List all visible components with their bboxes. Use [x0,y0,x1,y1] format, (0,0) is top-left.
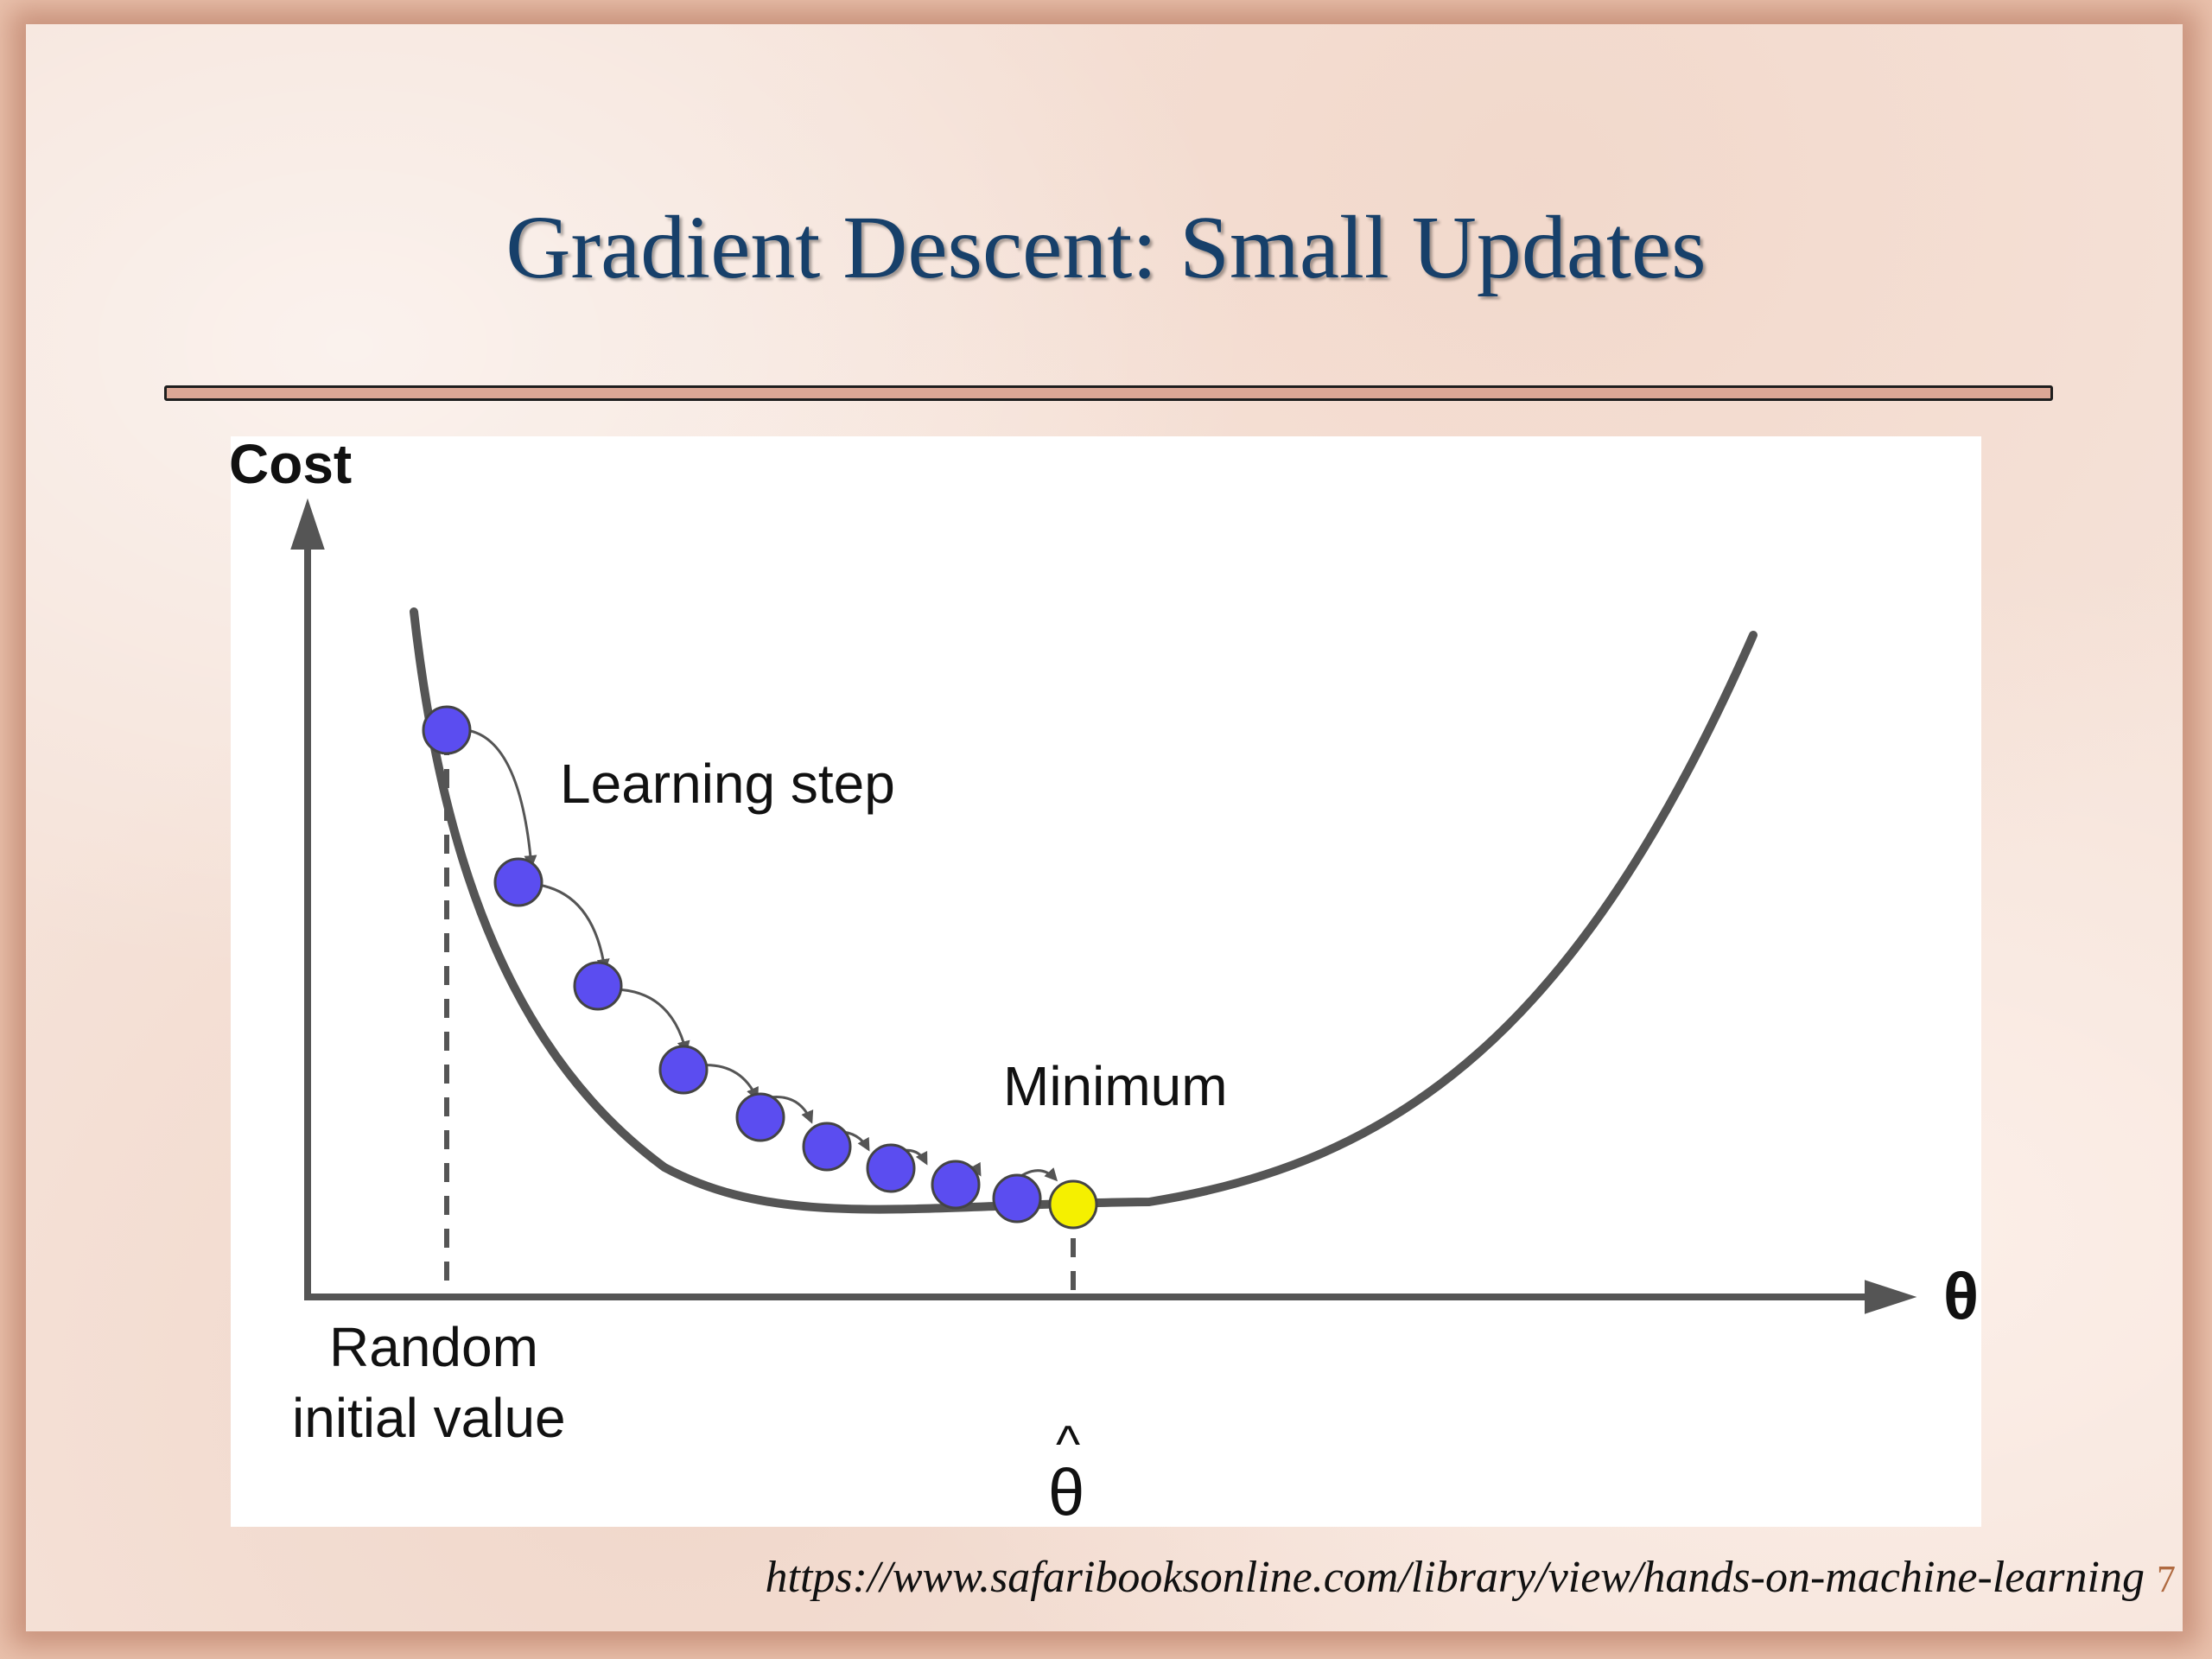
title-divider [164,385,2053,401]
y-axis-arrowhead [290,498,325,550]
optimum-theta-hat: ^ [1056,1415,1081,1473]
step-point-4 [658,1045,709,1095]
step-point-1 [422,705,472,755]
step-arrow-1 [466,728,537,868]
initial-value-label-line2: initial value [292,1387,566,1449]
step-point-7 [866,1143,916,1193]
step-arrow-2 [537,883,610,972]
x-axis-label: θ [1943,1260,1980,1333]
minimum-label: Minimum [1003,1055,1228,1117]
step-arrow-3 [614,988,690,1054]
step-point-5 [735,1092,785,1142]
learning-step-label: Learning step [560,753,895,815]
x-axis-arrowhead [1865,1280,1917,1314]
y-axis-label: Cost [229,433,353,495]
page-number: 7 [2157,1558,2176,1600]
initial-value-label-line1: Random [329,1316,538,1378]
step-point-6 [802,1122,852,1172]
step-points [422,705,1042,1224]
diagram-svg [290,498,1917,1314]
gradient-descent-figure: Cost θ Learning step Minimum Random init… [229,433,1981,1529]
slide-title: Gradient Descent: Small Updates [505,198,1707,297]
source-url: https://www.safaribooksonline.com/librar… [765,1553,2145,1602]
step-point-9 [992,1173,1042,1224]
step-point-3 [573,961,623,1011]
step-point-8 [931,1160,981,1210]
minimum-point [1048,1179,1098,1230]
cost-curve [410,607,1758,1214]
optimum-theta-label: θ [1048,1456,1085,1529]
step-point-2 [493,857,543,907]
